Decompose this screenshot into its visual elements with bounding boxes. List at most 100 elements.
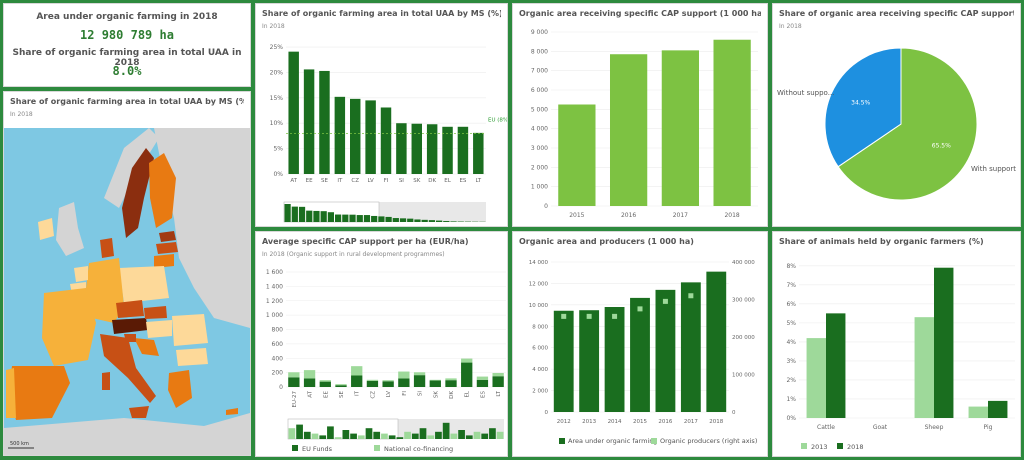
country-austria (112, 318, 148, 334)
share-mini-bar (356, 215, 363, 222)
share-mini-bar (327, 212, 334, 222)
cap-per-ha-panel: Average specific CAP support per ha (EUR… (255, 231, 508, 457)
map-panel[interactable]: Share of organic farming area in total U… (3, 91, 251, 456)
country-czechia (116, 300, 144, 318)
country-sweden (122, 148, 154, 238)
area-producers-chart[interactable]: 0 2 000 4 000 6 000 8 000 10 000 12 000 14 000 0… (513, 232, 767, 456)
perha-bar-national (492, 372, 504, 377)
area-bar (604, 307, 625, 412)
share-x-label: LT (475, 178, 481, 184)
share-bar (303, 69, 315, 174)
cap-tick-label: 9 000 (531, 29, 548, 36)
area-right-tick-label: 100 000 (732, 373, 755, 379)
perha-mini-bar (334, 437, 342, 439)
animals-tick-label: 8% (786, 263, 796, 270)
area-bar (553, 310, 574, 412)
perha-mini-bar (388, 435, 396, 439)
animals-legend-swatch-2018 (837, 443, 843, 449)
area-producers-panel: Organic area and producers (1 000 ha) 0 2… (512, 231, 768, 457)
pie-legend-with-support: With support (971, 165, 1016, 173)
perha-legend-swatch-national (374, 445, 380, 451)
area-x-label: 2016 (658, 419, 672, 425)
animals-x-label: Sheep (925, 424, 944, 431)
area-producers-title: Organic area and producers (1 000 ha) (519, 237, 694, 246)
perha-bar-eu (461, 362, 473, 387)
share-mini-bar (320, 211, 327, 222)
perha-mini-bar (288, 428, 296, 439)
cap-bar (713, 39, 751, 206)
area-bar (630, 297, 650, 412)
cap-per-ha-subtitle: In 2018 (Organic support in rural develo… (262, 251, 445, 258)
share-mini-bar (363, 215, 371, 222)
animals-bar (988, 400, 1008, 418)
share-x-label: EL (444, 178, 451, 184)
area-right-tick-label: 400 000 (732, 260, 755, 266)
cap-bar (661, 50, 700, 206)
animals-legend-swatch-2013 (801, 443, 807, 449)
perha-tick-label: 1 000 (266, 312, 283, 319)
perha-bar-eu (398, 378, 410, 387)
share-mini-bar (335, 214, 342, 222)
perha-bar-eu (319, 381, 331, 387)
perha-legend-eu: EU Funds (302, 445, 333, 453)
area-bar (680, 282, 701, 412)
perha-mini-bar (381, 433, 388, 439)
share-by-ms-chart[interactable]: 0% 5% 10% 15% 20% 25% AT EE SE IT CZ LV FI SI SK DK EL ES… (256, 4, 507, 226)
cap-tick-label: 8 000 (531, 48, 548, 55)
perha-mini-bar (311, 433, 319, 439)
perha-tick-label: 1 600 (266, 269, 283, 276)
cap-x-label: 2016 (621, 212, 636, 219)
land-ireland (38, 218, 54, 240)
animals-share-chart[interactable]: 0% 1% 2% 3% 4% 5% 6% 7% 8% Cattle Goat Sheep Pig 2013… (773, 232, 1020, 456)
cap-x-label: 2015 (569, 212, 584, 219)
map-title: Share of organic farming area in total U… (10, 97, 244, 106)
share-bar (365, 100, 376, 174)
cap-support-share-title: Share of organic area receiving specific… (779, 9, 1014, 18)
share-x-label: SE (321, 178, 328, 184)
land-north-africa (4, 413, 250, 455)
perha-x-label: EU-27 (292, 390, 298, 407)
cap-support-share-chart[interactable]: 65.5% 34.5% With support Without suppo... (773, 4, 1020, 226)
country-croatia (134, 338, 159, 356)
share-tick-label: 5% (273, 146, 283, 153)
share-mini-bar (436, 220, 443, 222)
europe-map[interactable]: 500 km (4, 128, 250, 456)
cap-support-area-chart[interactable]: 0 1 000 2 000 3 000 4 000 5 000 6 000 7 000 8 00… (513, 4, 767, 226)
share-x-label: AT (290, 178, 297, 184)
perha-bar-national (461, 358, 473, 363)
cap-x-label: 2017 (673, 212, 688, 219)
perha-bar-national (476, 376, 489, 380)
cap-tick-label: 1 000 (531, 184, 548, 191)
cap-support-area-panel: Organic area receiving specific CAP supp… (512, 3, 768, 227)
share-x-label: EE (306, 178, 313, 184)
perha-mini-bar (411, 433, 419, 439)
share-mini-bar (342, 214, 349, 222)
animals-tick-label: 5% (786, 320, 796, 327)
perha-mini-bar (419, 428, 427, 439)
share-mini-bar (349, 214, 356, 222)
share-bar (442, 126, 453, 174)
perha-x-label: LT (496, 390, 502, 396)
share-mini-bar (392, 218, 399, 222)
animals-tick-label: 7% (786, 282, 796, 289)
share-mini-bar (284, 204, 291, 222)
cap-per-ha-chart[interactable]: 0 200 400 600 800 1 000 1 200 1 400 1 600 EU-27 AT… (256, 232, 507, 456)
perha-mini-bar (357, 435, 365, 439)
country-greece (168, 370, 192, 408)
perha-mini-bar (442, 422, 450, 439)
perha-mini-bar (396, 437, 404, 439)
cap-tick-label: 6 000 (531, 87, 548, 94)
kpi-share-label: Share of organic farming area in total U… (12, 48, 242, 68)
cap-support-area-title: Organic area receiving specific CAP supp… (519, 9, 761, 18)
area-x-label: 2013 (582, 419, 596, 425)
animals-share-title: Share of animals held by organic farmers… (779, 237, 984, 246)
perha-bar-national (382, 380, 394, 382)
area-bar (655, 289, 676, 412)
perha-bar-eu (445, 380, 457, 387)
animals-share-panel: Share of animals held by organic farmers… (772, 231, 1021, 457)
perha-mini-bar (496, 431, 504, 439)
share-mini-bar (371, 215, 378, 222)
country-netherlands (74, 266, 88, 282)
animals-x-label: Pig (984, 424, 993, 431)
animals-bar (826, 313, 846, 418)
